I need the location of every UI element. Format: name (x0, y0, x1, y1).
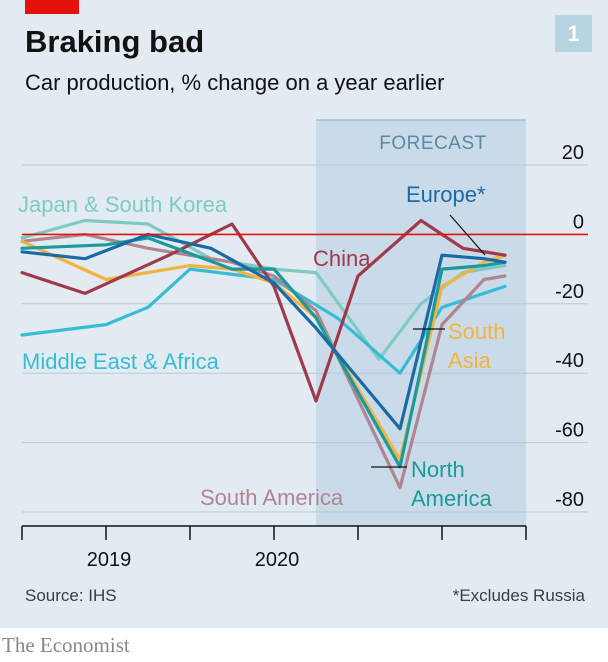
y-tick-label-20: 20 (562, 142, 584, 164)
chart-number-badge: 1 (555, 15, 592, 52)
series-label-america: America (411, 486, 492, 511)
y-tick-label--80: -80 (555, 489, 584, 511)
series-label-middle-east-africa: Middle East & Africa (22, 349, 220, 374)
series-label-japan-south-korea: Japan & South Korea (18, 192, 228, 217)
line-chart: FORECAST 20 0 -20 -40 -60 -80 2019 2020 Japan & S… (18, 119, 588, 571)
source-note: Source: IHS (25, 586, 117, 605)
y-tick-label--20: -20 (555, 281, 584, 303)
x-label-2019: 2019 (87, 549, 132, 571)
economist-red-tag (25, 0, 79, 14)
europe-leader-line (449, 214, 486, 256)
economist-logo: The Economist (2, 633, 130, 657)
series-label-asia: Asia (448, 348, 492, 373)
y-tick-label--40: -40 (555, 350, 584, 372)
footnote: *Excludes Russia (452, 586, 585, 605)
series-line-europe (20, 232, 507, 431)
chart-subtitle: Car production, % change on a year earli… (25, 70, 445, 95)
series-line-south-asia (20, 239, 507, 462)
y-tick-label--60: -60 (555, 420, 584, 442)
forecast-label: FORECAST (379, 133, 486, 154)
series-label-europe: Europe* (406, 182, 486, 207)
series-label-south-america: South America (200, 485, 344, 510)
y-tick-label-0: 0 (573, 211, 584, 233)
chart-title: Braking bad (25, 24, 205, 59)
series-label-north: North (411, 457, 465, 482)
x-label-2020: 2020 (255, 549, 300, 571)
series-label-south: South (448, 319, 506, 344)
series-label-china: China (313, 246, 371, 271)
